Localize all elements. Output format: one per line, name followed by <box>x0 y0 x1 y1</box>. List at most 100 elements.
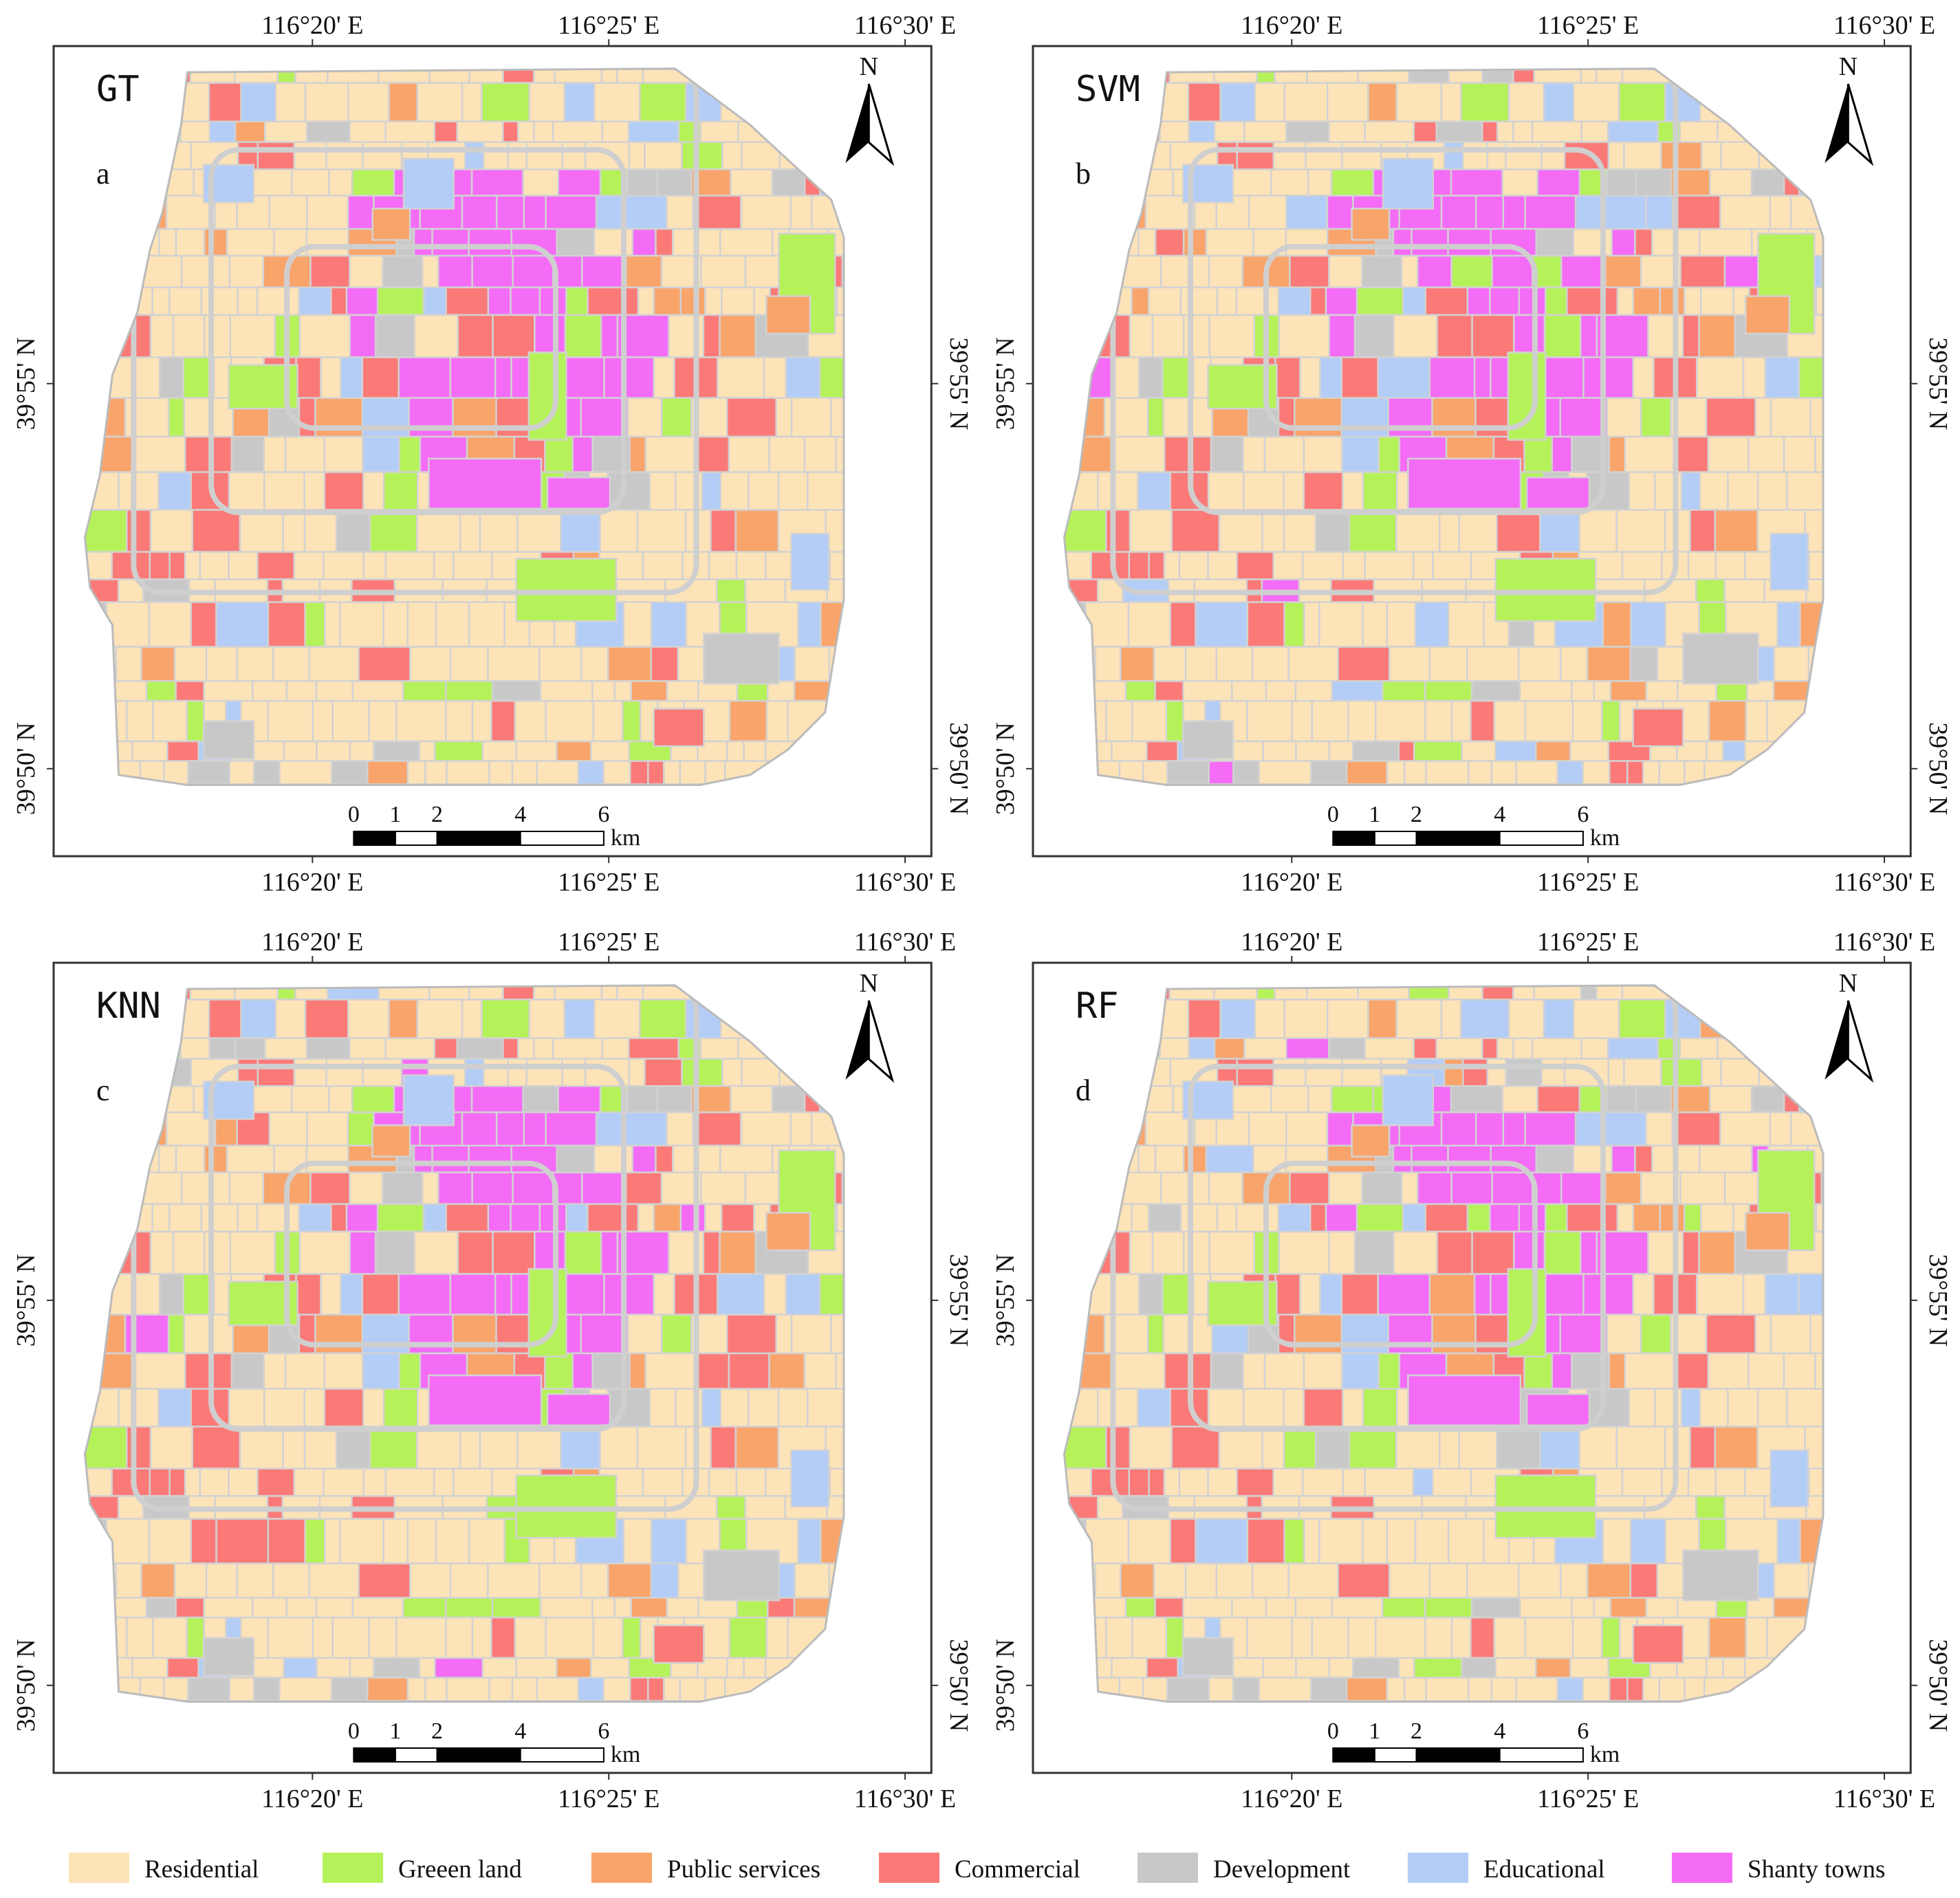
land-parcel <box>719 314 757 358</box>
land-parcel <box>1602 601 1632 648</box>
land-parcel <box>1618 82 1666 122</box>
land-parcel <box>1348 509 1397 553</box>
land-parcel <box>203 1597 254 1619</box>
land-parcel <box>1681 1230 1700 1275</box>
land-parcel <box>1461 740 1496 762</box>
land-parcel <box>1219 999 1256 1039</box>
land-parcel <box>126 1616 154 1659</box>
land-parcel <box>1120 1562 1155 1599</box>
land-parcel <box>325 1058 364 1087</box>
land-parcel <box>1579 314 1598 358</box>
land-parcel <box>1609 1677 1629 1702</box>
land-parcel <box>1501 168 1538 197</box>
land-parcel <box>1252 1562 1289 1599</box>
land-parcel <box>601 1037 630 1060</box>
land-parcel <box>323 551 365 580</box>
land-parcel <box>398 356 452 399</box>
land-parcel <box>1310 1677 1348 1702</box>
land-parcel <box>1153 1562 1187 1599</box>
land-parcel <box>1291 699 1314 743</box>
land-parcel <box>1505 1058 1543 1087</box>
land-parcel <box>488 1677 514 1702</box>
land-parcel <box>1131 286 1150 316</box>
land-parcel <box>538 646 582 682</box>
land-parcel <box>1556 1677 1584 1702</box>
land-parcel <box>1607 1058 1625 1087</box>
land-parcel <box>256 286 301 316</box>
scale-unit: km <box>611 1742 640 1767</box>
land-parcel <box>544 1352 574 1390</box>
land-parcel <box>629 435 646 473</box>
land-parcel <box>1148 1468 1166 1497</box>
land-parcel <box>1494 740 1537 762</box>
map-panel: 116°20' E 116°20' E 116°25' E 116°25' E 116°… <box>12 928 973 1813</box>
land-parcel <box>1386 1518 1417 1564</box>
scale-bar-segment <box>1332 831 1375 846</box>
land-parcel <box>1742 1273 1767 1316</box>
land-parcel <box>203 1230 231 1275</box>
land-parcel <box>1094 1562 1122 1599</box>
land-parcel <box>1632 708 1684 748</box>
land-parcel <box>538 1562 582 1599</box>
land-parcel <box>1745 1212 1791 1252</box>
land-parcel <box>452 1468 493 1497</box>
land-parcel <box>362 1468 387 1497</box>
land-parcel <box>199 551 230 580</box>
land-parcel <box>384 1468 435 1497</box>
land-parcel <box>1305 1058 1343 1087</box>
land-parcel <box>1318 601 1364 648</box>
land-parcel <box>730 168 774 197</box>
land-parcel <box>1355 286 1404 316</box>
land-parcel <box>785 1273 821 1316</box>
land-parcel <box>203 1144 228 1174</box>
land-parcel <box>1658 1677 1686 1702</box>
land-parcel <box>1142 760 1168 785</box>
scale-bar-segment <box>519 831 605 846</box>
land-parcel <box>1723 578 1766 603</box>
land-parcel <box>1624 435 1677 473</box>
land-parcel <box>1127 601 1171 648</box>
land-parcel <box>1750 1085 1785 1113</box>
land-parcel <box>765 1212 812 1252</box>
land-parcel <box>413 314 459 358</box>
land-parcel <box>644 1352 697 1390</box>
land-parcel <box>536 760 580 785</box>
land-parcel <box>1246 1518 1285 1564</box>
land-parcel <box>1559 397 1609 438</box>
land-parcel <box>187 760 231 785</box>
land-parcel <box>384 551 435 580</box>
land-parcel <box>651 601 687 648</box>
land-parcel <box>1231 680 1267 702</box>
land-parcel <box>1382 157 1435 210</box>
land-parcel <box>1607 1037 1659 1060</box>
land-parcel <box>461 1111 498 1147</box>
land-parcel <box>373 740 421 762</box>
scale-label: 1 <box>1369 1719 1380 1744</box>
land-parcel <box>1262 1657 1297 1679</box>
land-parcel <box>1248 1111 1287 1147</box>
land-parcel <box>1294 1597 1333 1619</box>
legend-label: Public services <box>667 1855 820 1884</box>
land-parcel <box>175 680 205 702</box>
land-parcel <box>1783 435 1816 473</box>
land-parcel <box>431 228 470 257</box>
land-use-map <box>1064 68 1823 785</box>
land-parcel <box>708 1468 738 1497</box>
legend-label: Development <box>1213 1855 1351 1884</box>
land-parcel <box>517 1037 535 1060</box>
land-parcel <box>1111 1657 1148 1679</box>
land-parcel <box>1097 1388 1139 1428</box>
land-parcel <box>422 1203 447 1233</box>
land-parcel <box>502 1037 519 1060</box>
land-parcel <box>200 1203 239 1233</box>
land-parcel <box>483 1058 510 1087</box>
land-parcel <box>384 1037 436 1060</box>
land-parcel <box>1593 1597 1612 1619</box>
land-parcel <box>768 435 806 473</box>
land-parcel <box>382 254 424 289</box>
land-parcel <box>653 286 682 316</box>
land-parcel <box>1462 141 1489 171</box>
land-parcel <box>267 1616 314 1659</box>
land-parcel <box>681 1058 723 1087</box>
land-parcel <box>1814 1352 1823 1390</box>
